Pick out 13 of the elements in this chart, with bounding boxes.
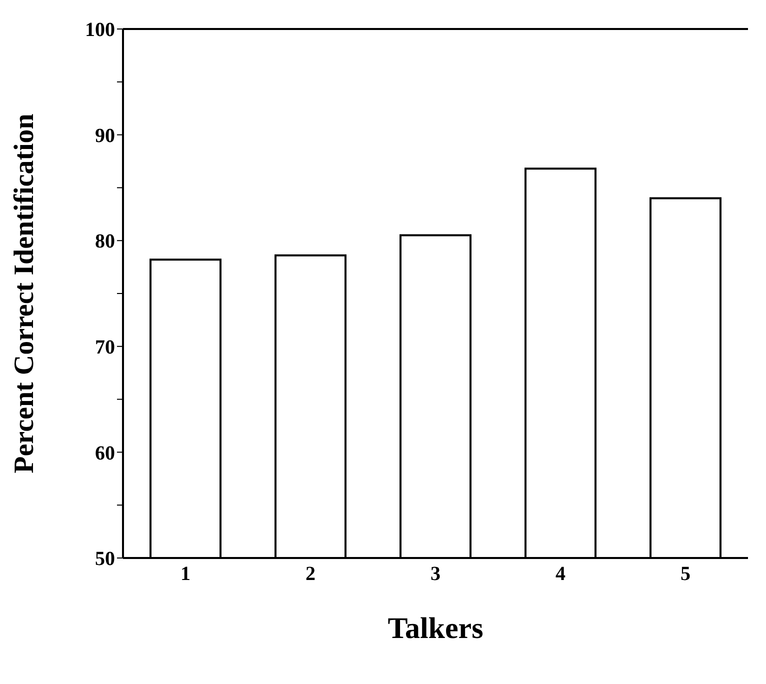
x-tick-label: 3 xyxy=(430,563,440,586)
x-tick-label: 5 xyxy=(680,563,690,586)
x-tick-label: 1 xyxy=(180,563,190,586)
y-axis-title: Percent Correct Identification xyxy=(8,113,40,474)
y-tick-label: 80 xyxy=(95,230,115,253)
y-tick-label: 50 xyxy=(95,548,115,570)
x-tick-label: 2 xyxy=(306,563,316,586)
y-tick-label: 60 xyxy=(95,442,115,464)
y-tick-label: 100 xyxy=(85,19,115,42)
x-tick-label: 4 xyxy=(556,563,566,586)
x-axis-title: Talkers xyxy=(388,612,484,645)
y-tick-label: 70 xyxy=(95,336,115,358)
y-tick-label: 90 xyxy=(95,124,115,147)
